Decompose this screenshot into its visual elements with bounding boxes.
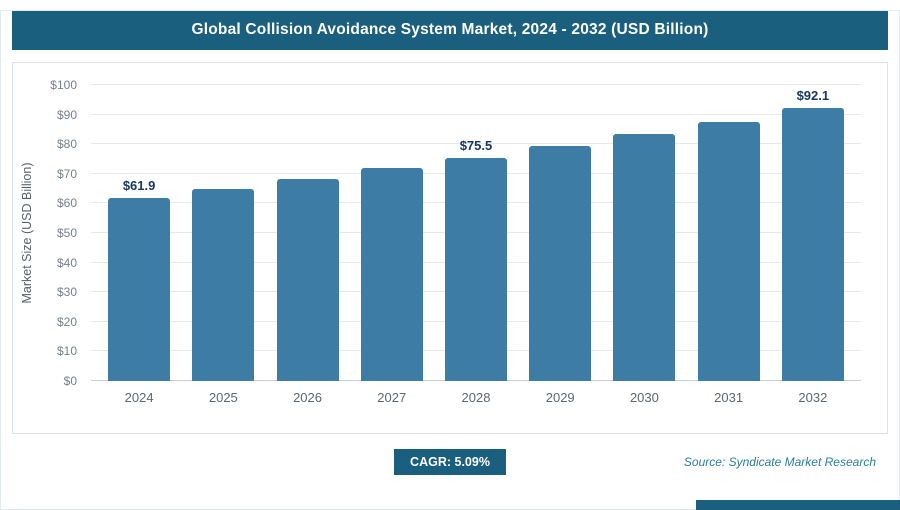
gridline [91,113,861,115]
chart-header-band: Global Collision Avoidance System Market… [12,10,888,50]
bar-group [181,85,265,381]
cagr-badge: CAGR: 5.09% [394,449,506,475]
bar-2028 [444,157,507,381]
bar-group: $92.1 [771,85,855,381]
bar-group [265,85,349,381]
bar-group: $75.5 [434,85,518,381]
source-text: Source: Syndicate Market Research [683,455,876,469]
footer: CAGR: 5.09% Source: Syndicate Market Res… [0,448,900,476]
bar-group [602,85,686,381]
x-tick-label: 2032 [798,390,828,405]
bar-2026 [276,178,339,381]
y-tick-label: $30 [56,285,77,300]
x-tick-label: 2028 [461,390,491,405]
bar-2029 [529,146,592,381]
x-tick-label: 2024 [124,390,154,405]
y-tick-label: $100 [50,78,77,92]
y-tick-label: $0 [63,374,77,388]
x-tick-label: 2026 [293,390,322,405]
y-tick-label: $80 [56,137,77,152]
y-tick-label: $60 [56,196,77,211]
bar-2031 [697,121,760,381]
y-tick-label: $50 [56,226,77,240]
y-ticks: $0 $10 $20 $30 $40 $50 $60 $70 $80 $90 $100 [37,78,83,388]
bar-group [350,85,434,381]
y-tick-label: $20 [56,314,77,329]
bar-value-label: $92.1 [796,88,830,104]
chart-card: Market Size (USD Billion) $0 $10 $20 $30 $40… [12,62,888,434]
bar-2024 [108,197,171,381]
bar-group: $61.9 [97,85,181,381]
bar-group [687,85,771,381]
y-tick-label: $10 [56,344,77,359]
bar-2030 [613,134,676,381]
x-tick-label: 2031 [714,390,744,405]
bar-2025 [192,188,255,381]
bar-value-label: $61.9 [122,177,156,193]
bar-value-label: $75.5 [459,137,493,153]
x-tick-label: 2025 [208,390,238,405]
y-tick-label: $40 [56,255,77,270]
bar-2032 [781,108,844,381]
bar-group [518,85,602,381]
x-tick-label: 2029 [545,390,575,405]
y-tick-label: $70 [56,166,77,181]
bars-layer: $61.9 $75.5 $92.1 [91,85,861,381]
chart-title: Global Collision Avoidance System Market… [191,21,709,38]
plot-area: $0 $10 $20 $30 $40 $50 $60 $70 $80 $90 $100 $61.9 $… [50,78,861,388]
x-tick-label: 2027 [377,390,407,405]
x-axis-labels: 2024 2025 2026 2027 2028 2029 2030 2031 2032 [91,390,861,405]
x-tick-label: 2030 [629,390,659,405]
bottom-accent-bar [696,500,900,510]
bar-2027 [360,168,423,381]
y-tick-label: $90 [56,107,77,122]
gridline [91,84,861,85]
gridline [91,143,861,145]
